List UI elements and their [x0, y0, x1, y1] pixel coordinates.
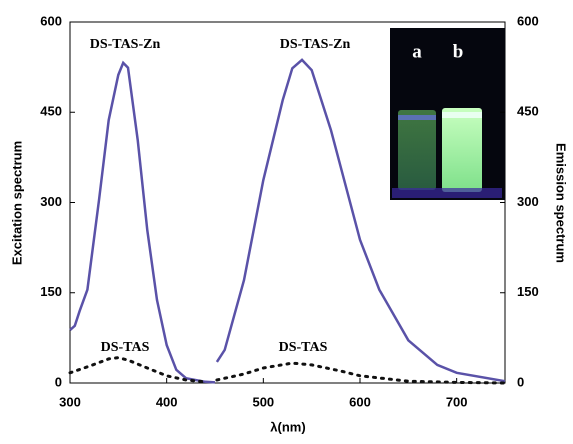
x-tick-label: 400: [156, 394, 178, 409]
y2-tick-label: 150: [517, 284, 539, 299]
series-line: [215, 58, 506, 383]
x-tick-label: 500: [252, 394, 274, 409]
y2-tick-label: 300: [517, 194, 539, 209]
y-axis-label: Excitation spectrum: [9, 141, 24, 265]
series-name: DS-TAS-Zn: [90, 37, 161, 52]
inset-photo: a b: [390, 28, 505, 200]
y-tick-label: 0: [55, 374, 62, 389]
series-name: DS-TAS: [101, 340, 150, 355]
y-tick-label: 600: [40, 13, 62, 28]
x-tick-label: 700: [446, 394, 468, 409]
x-tick-label: 300: [59, 394, 81, 409]
y2-tick-label: 450: [517, 104, 539, 119]
y-tick-label: 450: [40, 104, 62, 119]
series-line: [69, 60, 216, 384]
y2-axis-label: Emission spectrum: [554, 143, 569, 263]
y-tick-label: 150: [40, 284, 62, 299]
x-axis-label: λ(nm): [270, 419, 305, 434]
series-name: DS-TAS: [279, 340, 328, 355]
y2-tick-label: 600: [517, 13, 539, 28]
inset-label: b: [453, 41, 464, 62]
series-line: [68, 356, 207, 384]
inset-label: a: [412, 41, 422, 62]
series-line: [215, 361, 507, 385]
y-tick-label: 300: [40, 194, 62, 209]
x-tick-label: 600: [349, 394, 371, 409]
y2-tick-label: 0: [517, 374, 524, 389]
series-name: DS-TAS-Zn: [280, 37, 351, 52]
